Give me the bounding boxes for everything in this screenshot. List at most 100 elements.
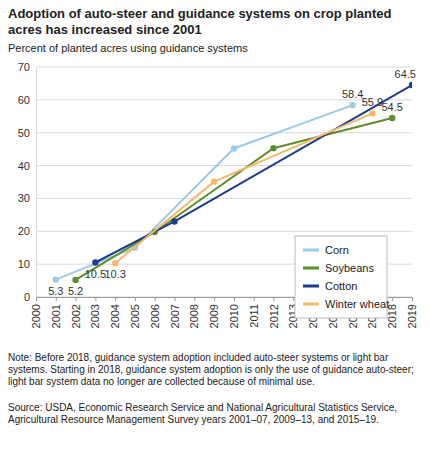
y-tick-label: 30: [18, 192, 30, 204]
y-tick-label: 20: [18, 225, 30, 237]
x-tick: 2001: [50, 297, 62, 328]
x-tick-label: 2005: [129, 304, 141, 328]
x-tick-mark: [95, 297, 96, 301]
x-tick-mark: [76, 297, 77, 301]
legend-label: Cotton: [325, 280, 357, 292]
note: Note: Before 2018, guidance system adopt…: [8, 352, 422, 388]
source: Source: USDA, Economic Research Service …: [8, 402, 422, 426]
x-tick-mark: [214, 297, 215, 301]
grid-line: [36, 165, 412, 166]
series-point: [270, 145, 276, 151]
x-tick: 2000: [30, 297, 42, 328]
series-point: [389, 115, 395, 121]
x-tick-label: 2019: [406, 304, 418, 328]
series-point: [72, 277, 78, 283]
x-tick: 2007: [169, 297, 181, 328]
grid-line: [36, 132, 412, 133]
x-tick-label: 2008: [188, 304, 200, 328]
legend-label: Corn: [325, 244, 349, 256]
x-tick: 2011: [248, 297, 260, 328]
x-tick-mark: [254, 297, 255, 301]
x-tick-mark: [412, 297, 413, 301]
x-tick: 2012: [267, 297, 279, 328]
x-tick-label: 2000: [30, 304, 42, 328]
x-tick-mark: [392, 297, 393, 301]
y-tick: 50: [18, 127, 36, 139]
x-tick-mark: [115, 297, 116, 301]
legend: Corn Soybeans Cotton Winter wheat: [295, 236, 389, 318]
x-tick-label: 2011: [248, 304, 260, 328]
x-tick-label: 2010: [228, 304, 240, 328]
data-label: 10.3: [104, 268, 125, 280]
grid-line: [36, 231, 412, 232]
legend-swatch: [303, 303, 319, 306]
x-tick: 2009: [208, 297, 220, 328]
y-tick-label: 70: [18, 61, 30, 73]
series-point: [349, 102, 355, 108]
x-tick: 2019: [406, 297, 418, 328]
series-point: [92, 259, 98, 265]
series-point: [211, 178, 217, 184]
x-tick-mark: [135, 297, 136, 301]
series-point: [369, 110, 375, 116]
grid-line: [36, 67, 412, 68]
data-label: 54.5: [381, 101, 402, 113]
series-point: [231, 145, 237, 151]
subtitle: Percent of planted acres using guidance …: [8, 42, 418, 54]
title: Adoption of auto-steer and guidance syst…: [8, 6, 418, 38]
data-label: 5.2: [68, 285, 83, 297]
x-tick: 2008: [188, 297, 200, 328]
data-label: 55.9: [362, 96, 383, 108]
legend-label: Soybeans: [325, 262, 374, 274]
x-tick-mark: [36, 297, 37, 301]
x-tick: 2010: [228, 297, 240, 328]
x-tick-mark: [175, 297, 176, 301]
x-tick: 2003: [89, 297, 101, 328]
x-tick-label: 2002: [70, 304, 82, 328]
series-point: [171, 218, 177, 224]
series-point: [53, 276, 59, 282]
y-tick-label: 0: [24, 291, 30, 303]
x-tick-mark: [194, 297, 195, 301]
x-tick-label: 2001: [50, 304, 62, 328]
x-tick: 2006: [149, 297, 161, 328]
x-tick: 2002: [70, 297, 82, 328]
data-label: 5.3: [48, 285, 63, 297]
x-tick: 2004: [109, 297, 121, 328]
grid-line: [36, 198, 412, 199]
y-tick: 30: [18, 192, 36, 204]
legend-swatch: [303, 267, 319, 270]
x-tick-label: 2007: [169, 304, 181, 328]
y-tick-label: 40: [18, 160, 30, 172]
y-tick: 10: [18, 258, 36, 270]
data-label: 64.5: [395, 68, 416, 80]
legend-swatch: [303, 249, 319, 252]
chart: 0 10 20 30 40 50 60 70 2000 2001 2002 2003 2004 2005 2…: [0, 0, 430, 350]
y-tick: 0: [24, 291, 36, 303]
x-tick-label: 2003: [89, 304, 101, 328]
y-axis-line: [36, 68, 37, 298]
y-tick-label: 10: [18, 258, 30, 270]
x-tick: 2005: [129, 297, 141, 328]
x-tick-mark: [293, 297, 294, 301]
y-tick: 20: [18, 225, 36, 237]
data-labels: 5.358.45.254.510.564.510.355.9: [48, 68, 416, 297]
grid: [36, 67, 412, 297]
series-point: [409, 82, 412, 88]
x-tick-label: 2012: [267, 304, 279, 328]
y-tick-label: 50: [18, 127, 30, 139]
y-tick: 40: [18, 160, 36, 172]
data-label: 58.4: [342, 88, 363, 100]
x-tick-mark: [234, 297, 235, 301]
legend-swatch: [303, 285, 319, 288]
x-tick-mark: [273, 297, 274, 301]
x-tick-mark: [155, 297, 156, 301]
x-tick-mark: [56, 297, 57, 301]
y-axis: 0 10 20 30 40 50 60 70: [18, 61, 37, 303]
x-tick-label: 2006: [149, 304, 161, 328]
series-point: [112, 260, 118, 266]
x-tick-label: 2004: [109, 304, 121, 328]
y-tick: 70: [18, 61, 36, 73]
legend-label: Winter wheat: [325, 298, 389, 310]
y-tick-label: 60: [18, 94, 30, 106]
